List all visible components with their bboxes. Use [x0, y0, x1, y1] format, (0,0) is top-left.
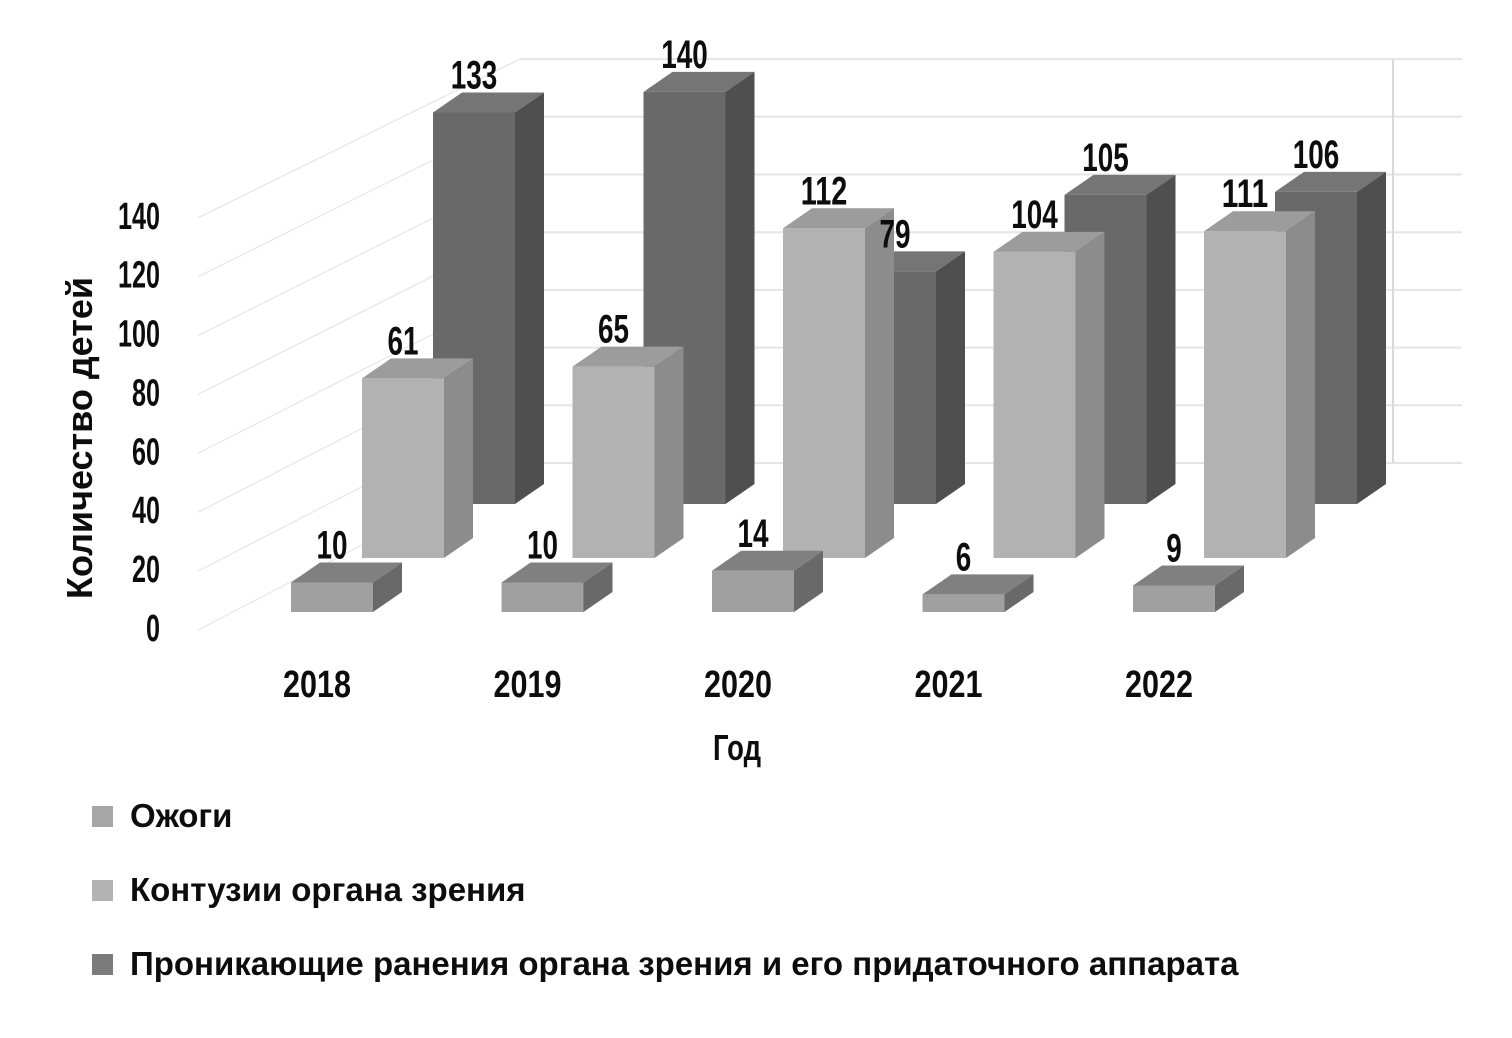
bar-side-face — [654, 346, 684, 558]
bar-front-face — [712, 570, 794, 612]
bar-value-label: 6 — [956, 535, 972, 579]
gridline-diagonal — [197, 58, 521, 219]
bar-top-face — [572, 346, 684, 367]
bar-labels-layer: 133 140 79 105 106 61 65 112 104 111 10 10 14 6 9 — [317, 33, 1340, 579]
bar-s1-2020 — [783, 208, 894, 558]
bar-top-face — [993, 231, 1105, 252]
y-tick-label: 40 — [132, 490, 160, 532]
bar-top-face — [1133, 565, 1244, 586]
bar-top-face — [1064, 174, 1176, 195]
bar-value-label: 112 — [801, 169, 848, 213]
x-category-label: 2018 — [283, 664, 351, 706]
bar-side-face — [515, 92, 544, 504]
bar-s0-2021 — [922, 574, 1034, 612]
bar-s0-2019 — [501, 562, 613, 612]
bar-side-face — [1286, 211, 1315, 558]
bar-value-label: 133 — [451, 53, 498, 97]
y-tick-label: 140 — [118, 196, 160, 238]
bar-side-face — [1146, 174, 1176, 504]
bar-value-label: 140 — [661, 33, 708, 77]
bar-front-face — [291, 582, 373, 612]
bar-top-face — [501, 562, 613, 583]
bar-front-face — [993, 251, 1076, 558]
y-tick-label: 0 — [146, 608, 160, 650]
bar-front-face — [572, 366, 655, 558]
bars-layer — [291, 71, 1386, 612]
x-category-labels-layer: 2018 2019 2020 2021 2022 — [283, 664, 1193, 706]
bar-side-face — [373, 562, 402, 612]
bar-front-face — [1133, 585, 1215, 612]
bar-value-label: 10 — [527, 524, 558, 568]
bar-top-face — [291, 562, 402, 583]
bar-front-face — [922, 594, 1005, 612]
bar-value-label: 111 — [1222, 172, 1269, 216]
bar-s0-2020 — [712, 550, 823, 612]
y-tick-label: 20 — [132, 549, 160, 591]
x-axis-title: Год — [713, 727, 761, 768]
y-tick-label: 80 — [132, 372, 160, 414]
y-axis-title: Количество детей — [59, 277, 100, 599]
bar-side-face — [444, 358, 473, 558]
bar-s1-2022 — [1204, 211, 1315, 558]
bar-top-face — [922, 574, 1034, 595]
bar-s0-2022 — [1133, 565, 1244, 612]
bar-value-label: 104 — [1011, 193, 1058, 237]
bar-side-face — [1357, 171, 1386, 504]
bar-side-face — [865, 208, 894, 558]
bar-side-face — [794, 550, 823, 612]
bar-top-face — [712, 550, 823, 571]
bar-value-label: 14 — [738, 512, 770, 556]
bar-top-face — [643, 71, 755, 92]
bar-front-face — [1204, 231, 1286, 558]
y-tick-label: 100 — [118, 314, 160, 356]
bar-value-label: 105 — [1082, 136, 1129, 180]
bar-top-face — [1204, 211, 1315, 232]
y-tick-label: 120 — [118, 255, 160, 297]
bar-side-face — [1004, 574, 1034, 612]
bar-value-label: 9 — [1166, 527, 1182, 571]
bar-s0-2018 — [291, 562, 402, 612]
y-tick-label: 60 — [132, 431, 160, 473]
bar-side-face — [936, 251, 965, 504]
bar-front-face — [783, 228, 865, 558]
bar-top-face — [1275, 171, 1386, 192]
bar-front-face — [501, 582, 584, 612]
bar-top-face — [433, 92, 544, 113]
bar-top-face — [783, 208, 894, 229]
bar-value-label: 10 — [317, 524, 348, 568]
bar-s1-2021 — [993, 231, 1105, 558]
bar-front-face — [362, 378, 444, 558]
bar-side-face — [1215, 565, 1244, 612]
x-category-label: 2020 — [704, 664, 772, 706]
bar-side-face — [583, 562, 613, 612]
x-category-label: 2019 — [494, 664, 562, 706]
x-category-label: 2022 — [1125, 664, 1193, 706]
bar-side-face — [1075, 231, 1105, 558]
bar-value-label: 61 — [388, 319, 419, 363]
bar-side-face — [725, 71, 755, 504]
y-tick-labels-layer: 0 20 40 60 80 100 120 140 — [118, 196, 160, 650]
bar-value-label: 106 — [1293, 133, 1340, 177]
bar-value-label: 79 — [880, 212, 911, 256]
bar-s1-2018 — [362, 358, 473, 558]
bar-value-label: 65 — [598, 308, 629, 352]
bar-top-face — [362, 358, 473, 379]
x-category-label: 2021 — [915, 664, 983, 706]
bar-s1-2019 — [572, 346, 684, 558]
